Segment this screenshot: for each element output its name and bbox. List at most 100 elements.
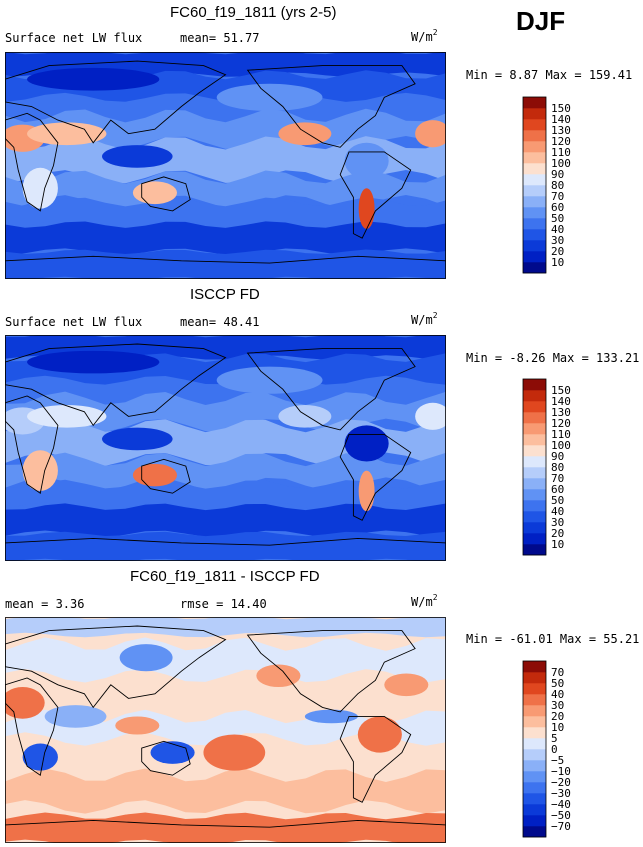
colorbar-3-bin-6 <box>523 760 546 772</box>
colorbar-1-bin-1 <box>523 251 546 263</box>
colorbar-3-bin-7 <box>523 749 546 761</box>
panel-1-mean-label: mean= 51.77 <box>180 31 260 45</box>
field-blob-amazon <box>344 142 389 180</box>
colorbar-1-bin-9 <box>523 163 546 175</box>
colorbar-1-bin-11 <box>523 141 546 153</box>
colorbar-1-tick-label: 120 <box>551 135 571 148</box>
panel-3-title: FC60_f19_1811 - ISCCP FD <box>130 568 320 585</box>
colorbar-1-bin-2 <box>523 240 546 252</box>
coastline-antarctica <box>5 255 446 264</box>
coastline-south-america <box>339 433 412 521</box>
colorbar-1-bin-15 <box>523 97 546 109</box>
colorbar-2-bin-2 <box>523 522 546 534</box>
colorbar-2-bin-12 <box>523 412 546 424</box>
colorbar-3-bin-4 <box>523 782 546 794</box>
colorbar-2-bin-5 <box>523 489 546 501</box>
field-band-tropics <box>5 418 446 467</box>
field-blob-africa-east <box>415 402 446 430</box>
coastline-africa <box>5 112 59 212</box>
coastline-north-america <box>246 348 416 431</box>
field-band-southern-ocean <box>5 768 446 814</box>
field-band-antarctic <box>5 812 446 843</box>
colorbar-2-bin-4 <box>523 500 546 512</box>
colorbar-2-tick-label: 30 <box>551 516 564 529</box>
panel-2-minmax: Min = -8.26 Max = 133.21 <box>466 351 640 365</box>
season-label: DJF <box>516 6 566 36</box>
colorbar-3-tick-label: −20 <box>551 776 571 789</box>
colorbar-2-bin-8 <box>523 456 546 468</box>
colorbar-3-bin-11 <box>523 705 546 717</box>
field-blob-patagonia <box>358 188 375 230</box>
colorbar-3-tick-label: 40 <box>551 688 564 701</box>
colorbar-2-tick-label: 110 <box>551 428 571 441</box>
colorbar-2-tick-label: 40 <box>551 505 564 518</box>
colorbar-1-tick-label: 140 <box>551 113 571 126</box>
colorbar-3-bin-9 <box>523 727 546 739</box>
coastline-australia <box>141 740 191 776</box>
colorbar-3-tick-label: 70 <box>551 666 564 679</box>
colorbar-2-tick-label: 150 <box>551 384 571 397</box>
field-blob-amazon <box>344 425 389 462</box>
colorbar-1-bin-13 <box>523 119 546 131</box>
colorbar-2-tick-label: 80 <box>551 461 564 474</box>
coastline-north-america <box>246 630 416 713</box>
colorbar-3-tick-label: 30 <box>551 699 564 712</box>
colorbar-3-tick-label: −50 <box>551 809 571 822</box>
field-blob-atlantic <box>384 673 429 697</box>
colorbar-1-tick-label: 30 <box>551 234 564 247</box>
colorbar-2-bin-0 <box>523 544 546 556</box>
coastline-australia <box>141 176 191 212</box>
panel-2-units: W/m2 <box>411 311 438 327</box>
colorbar-3-tick-label: 20 <box>551 710 564 723</box>
colorbar-2-frame <box>522 378 547 556</box>
colorbar-1-tick-label: 80 <box>551 179 564 192</box>
colorbar-3-bin-12 <box>523 694 546 706</box>
field-blob-south-pacific <box>203 734 266 771</box>
colorbar-2-bin-6 <box>523 478 546 490</box>
field-blob-australia <box>132 463 177 487</box>
field-blob-siberia <box>27 350 160 374</box>
coastline-antarctica <box>5 537 446 546</box>
panel-1-variable-label: Surface net LW flux <box>5 31 143 45</box>
panel-2-map <box>5 335 446 561</box>
field-band-antarctic <box>5 249 446 279</box>
field-band-subtropic-s <box>5 452 446 491</box>
panel-2-variable-label: Surface net LW flux <box>5 315 143 329</box>
coastline-australia <box>141 458 191 494</box>
panel-1-minmax: Min = 8.87 Max = 159.41 <box>466 68 633 82</box>
field-band-southern-ocean <box>5 503 446 538</box>
colorbar-3-tick-label: −70 <box>551 820 571 833</box>
coastline-eurasia <box>5 60 227 144</box>
colorbar-2-tick-label: 10 <box>551 538 564 551</box>
colorbar-3-tick-label: 50 <box>551 677 564 690</box>
colorbar-3-bin-5 <box>523 771 546 783</box>
colorbar-1-tick-label: 40 <box>551 223 564 236</box>
colorbar-2-bin-11 <box>523 423 546 435</box>
field-blob-africa-east <box>415 120 446 148</box>
colorbar-1-tick-label: 60 <box>551 201 564 214</box>
colorbar-3-bin-10 <box>523 716 546 728</box>
colorbar-3-bin-1 <box>523 815 546 827</box>
colorbar-3-bin-0 <box>523 826 546 838</box>
colorbar-1-tick-label: 150 <box>551 102 571 115</box>
colorbar-1-bin-12 <box>523 130 546 142</box>
colorbar-3-tick-label: −5 <box>551 754 564 767</box>
colorbar-2-bin-15 <box>523 379 546 391</box>
colorbar-1-bin-14 <box>523 108 546 120</box>
colorbar-3-bin-14 <box>523 672 546 684</box>
colorbar-1-tick-label: 100 <box>551 157 571 170</box>
colorbar-2-bin-7 <box>523 467 546 479</box>
field-blob-east-pacific <box>304 709 358 724</box>
field-band-antarctic <box>5 531 446 561</box>
panel-1-units: W/m2 <box>411 28 438 44</box>
field-blob-maritime-continent <box>102 145 173 168</box>
field-blob-mexico <box>278 122 332 146</box>
field-blob-north-pacific <box>216 83 323 112</box>
panel-1-map <box>5 52 446 279</box>
colorbar-3-bin-15 <box>523 661 546 673</box>
colorbar-3-tick-label: −30 <box>551 787 571 800</box>
field-blob-north-pacific <box>256 664 301 688</box>
colorbar-3-tick-label: 5 <box>551 732 558 745</box>
